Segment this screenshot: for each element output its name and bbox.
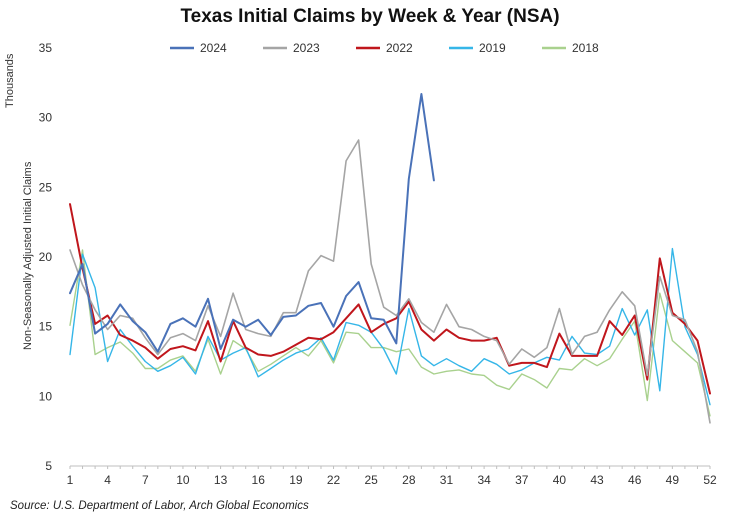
x-tick-label: 52 [703, 473, 717, 487]
series-line-2024 [69, 93, 435, 353]
x-tick-label: 4 [104, 473, 111, 487]
x-tick-label: 37 [515, 473, 529, 487]
x-tick-label: 49 [666, 473, 680, 487]
x-tick-label: 7 [142, 473, 149, 487]
y-tick-label: 5 [45, 459, 52, 473]
x-tick-label: 28 [402, 473, 416, 487]
y-tick-label: 30 [39, 111, 53, 125]
y-tick-label: 15 [39, 320, 53, 334]
x-tick-label: 43 [590, 473, 604, 487]
y-tick-label: 20 [39, 250, 53, 264]
x-tick-label: 10 [176, 473, 190, 487]
legend-label-2024: 2024 [200, 41, 227, 55]
x-tick-label: 40 [553, 473, 567, 487]
axes: 5 10 15 20 25 30 35 1 4 7 10 13 16 19 22 25 28 31 34 37 40 43… [39, 41, 717, 487]
legend: 2024 2023 2022 2019 2018 [170, 41, 599, 55]
legend-label-2022: 2022 [386, 41, 413, 55]
legend-label-2023: 2023 [293, 41, 320, 55]
source-note: Source: U.S. Department of Labor, Arch G… [10, 500, 309, 512]
y-tick-label: 35 [39, 41, 53, 55]
x-tick-label: 1 [67, 473, 74, 487]
legend-label-2018: 2018 [572, 41, 599, 55]
series-line-2019 [69, 247, 711, 406]
series-line-2023 [69, 139, 711, 424]
chart-title: Texas Initial Claims by Week & Year (NSA… [180, 6, 560, 27]
legend-label-2019: 2019 [479, 41, 506, 55]
x-tick-label: 34 [477, 473, 491, 487]
x-tick-label: 25 [364, 473, 378, 487]
x-tick-label: 46 [628, 473, 642, 487]
y-tick-label: 10 [39, 389, 53, 403]
x-tick-label: 31 [440, 473, 454, 487]
series-line-2018 [69, 249, 711, 417]
x-tick-label: 22 [327, 473, 341, 487]
x-tick-label: 16 [252, 473, 266, 487]
y-tick-label: 25 [39, 180, 53, 194]
x-tick-label: 19 [289, 473, 303, 487]
series-line-2022 [69, 203, 711, 395]
x-tick-label: 13 [214, 473, 228, 487]
series-layer [69, 93, 711, 424]
